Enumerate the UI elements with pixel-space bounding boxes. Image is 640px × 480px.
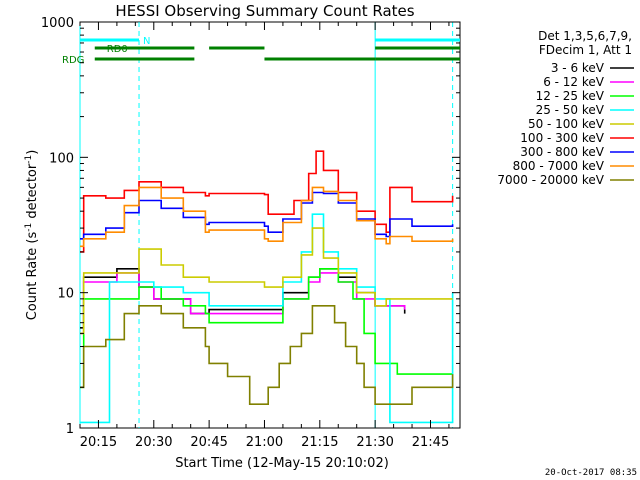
y-tick-label-0: 1	[66, 422, 74, 437]
flag-label-0: N	[143, 36, 150, 47]
x-tick-label-0: 20:15	[80, 435, 117, 450]
plot-area	[79, 21, 461, 429]
legend-label-2: 12 - 25 keV	[536, 89, 605, 103]
y-tick-label-2: 100	[49, 151, 74, 166]
x-tick-label-2: 20:45	[190, 435, 227, 450]
legend-header-line-2: FDecim 1, Att 1	[539, 43, 632, 57]
plot-frame	[79, 21, 461, 429]
flag-tracks: N RD0 RDG	[62, 36, 460, 66]
x-axis-label: Start Time (12-May-15 20:10:02)	[175, 456, 389, 471]
footer-date: 20-Oct-2017 08:35	[545, 468, 637, 478]
y-axis-label: Count Rate (s-1 detector-1)	[24, 150, 40, 321]
x-tick-label-5: 21:30	[356, 435, 393, 450]
y-tick-label-1: 10	[57, 287, 74, 302]
series-lines	[80, 150, 454, 424]
flag-label-2: RDG	[62, 55, 84, 66]
series-line-8	[80, 304, 454, 406]
legend-label-8: 7000 - 20000 keV	[497, 173, 604, 187]
legend-label-7: 800 - 7000 keV	[513, 159, 605, 173]
legend-header-line-1: Det 1,3,5,6,7,9,	[538, 29, 632, 43]
legend-label-5: 100 - 300 keV	[520, 131, 604, 145]
chart-title: HESSI Observing Summary Count Rates	[115, 2, 414, 20]
legend: Det 1,3,5,6,7,9, FDecim 1, Att 1 3 - 6 k…	[497, 29, 634, 187]
y-tick-label-3: 1000	[41, 16, 74, 31]
series-line-6	[80, 191, 454, 240]
x-tick-label-4: 21:15	[301, 435, 338, 450]
legend-label-1: 6 - 12 keV	[543, 75, 605, 89]
legend-label-4: 50 - 100 keV	[528, 117, 605, 131]
x-tick-label-1: 20:30	[135, 435, 172, 450]
legend-label-3: 25 - 50 keV	[536, 103, 605, 117]
tick-labels: 20:15 20:30 20:45 21:00 21:15 21:30 21:45 1 10 10…	[41, 16, 449, 450]
x-tick-label-6: 21:45	[412, 435, 449, 450]
x-tick-label-3: 21:00	[246, 435, 283, 450]
axes	[79, 21, 460, 429]
series-line-4	[80, 227, 453, 335]
flag-label-1: RD0	[107, 44, 128, 55]
series-line-7	[80, 186, 454, 248]
series-line-3	[80, 213, 454, 424]
legend-label-0: 3 - 6 keV	[551, 61, 605, 75]
legend-label-6: 300 - 800 keV	[520, 145, 604, 159]
